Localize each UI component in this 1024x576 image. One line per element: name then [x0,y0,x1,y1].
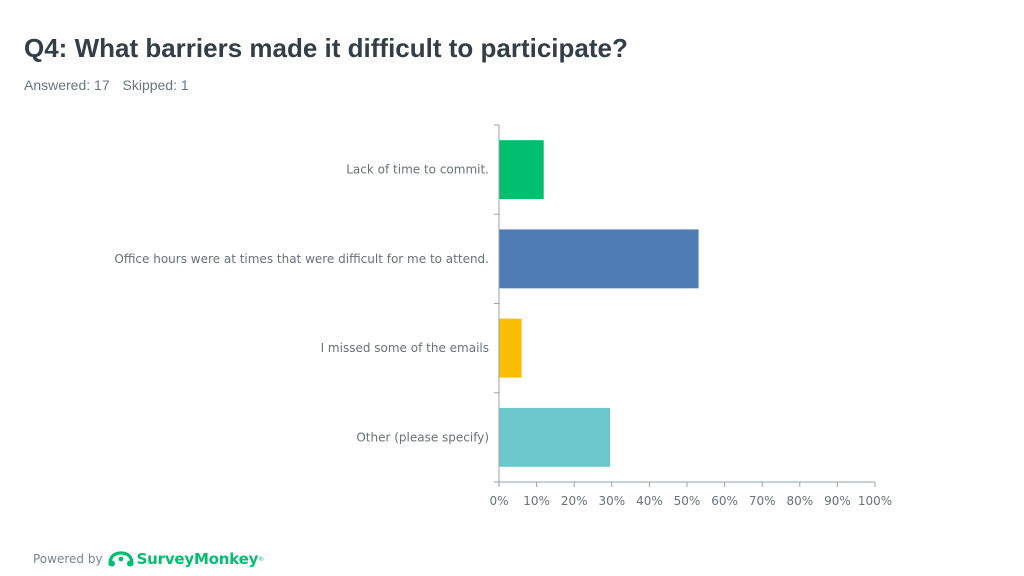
page-title: Q4: What barriers made it difficult to p… [24,33,628,63]
answered-count: Answered: 17 [24,77,110,93]
x-tick-label: 30% [598,494,625,508]
x-tick-label: 40% [636,494,663,508]
trademark-symbol: ® [258,555,265,563]
x-tick-label: 100% [858,494,892,508]
category-label: Lack of time to commit. [346,163,489,177]
response-counts: Answered: 17 Skipped: 1 [24,77,198,93]
bar [499,229,699,289]
surveymonkey-logo-icon [107,551,134,567]
x-tick-label: 60% [711,494,738,508]
x-tick-label: 70% [749,494,776,508]
category-label: I missed some of the emails [321,341,489,355]
category-label: Other (please specify) [356,430,489,444]
brand-name: SurveyMonkey [136,550,259,568]
powered-by-label: Powered by [33,552,103,566]
x-tick-label: 10% [523,494,550,508]
bar [499,318,522,378]
category-label: Office hours were at times that were dif… [114,252,489,266]
skipped-count: Skipped: 1 [122,77,189,93]
bar [499,140,544,200]
x-tick-label: 90% [824,494,851,508]
footer: Powered by SurveyMonkey ® [33,546,264,572]
x-tick-label: 80% [786,494,813,508]
bar [499,407,611,467]
x-tick-label: 20% [561,494,588,508]
x-tick-label: 0% [489,494,508,508]
x-tick-label: 50% [674,494,701,508]
